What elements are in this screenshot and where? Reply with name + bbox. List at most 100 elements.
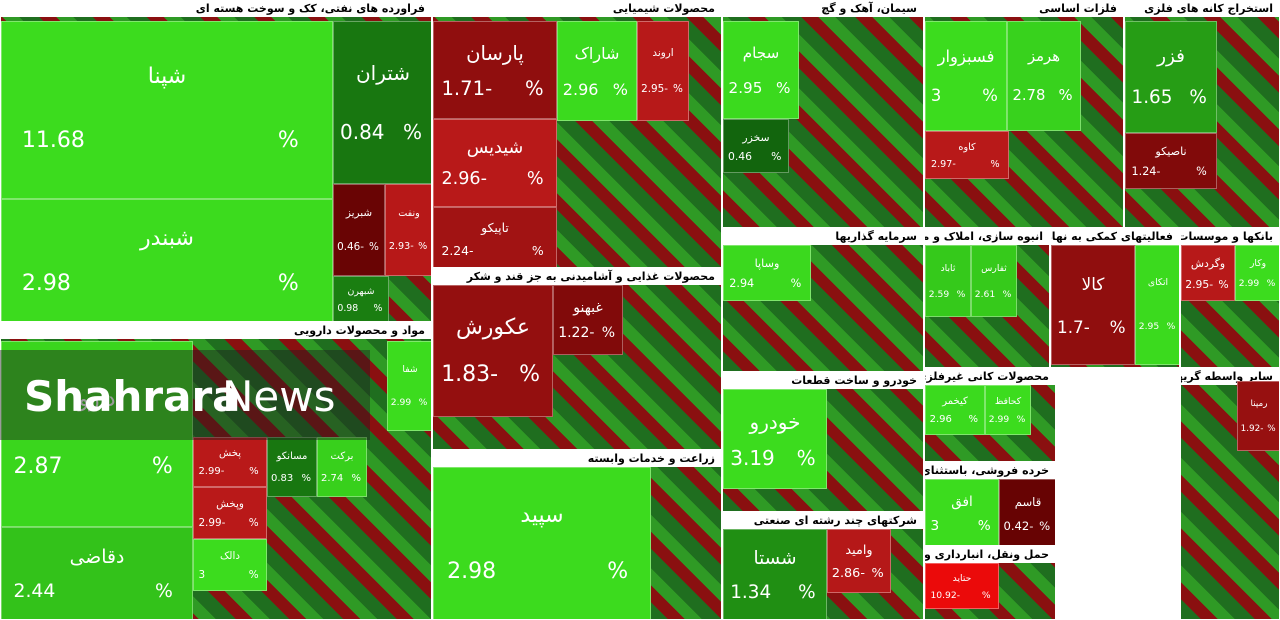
- sector-title: سرمایه گذاریها: [723, 229, 923, 245]
- tile-name: تاپیکو: [481, 220, 509, 236]
- tile-name: دقاضی: [69, 546, 125, 568]
- sector-title: استخراج کانه های فلزی: [1125, 1, 1279, 17]
- percent-sign: %: [1016, 414, 1026, 426]
- tile-value: 0.42-: [1003, 519, 1034, 534]
- tile-name: کیخمر: [942, 396, 968, 407]
- sector-title: محصولات کانی غیرفلزی: [925, 369, 1055, 385]
- percent-sign: %: [248, 517, 259, 530]
- tile-name: شاراک: [574, 44, 620, 63]
- tile: شتران 0.84%: [333, 21, 431, 184]
- percent-sign: %: [956, 288, 966, 300]
- percent-sign: %: [1002, 288, 1012, 300]
- percent-sign: %: [771, 150, 782, 164]
- sector: فلزات اساسی فسبزوار 3% هرمز 2.78% کاوه 2.97-%: [924, 0, 1124, 228]
- tile-name: شبریز: [345, 207, 373, 220]
- watermark: Shahrara News: [0, 350, 370, 440]
- tile-value: 3: [198, 569, 206, 582]
- sector-title: فلزات اساسی: [925, 1, 1123, 17]
- tile-name: وکار: [1249, 258, 1267, 270]
- tile-name: قاسم: [1014, 494, 1042, 509]
- tile: رمپنا 1.92-%: [1237, 381, 1279, 451]
- tile: وپخش 2.99-%: [193, 487, 267, 539]
- tile: حتاید 10.92-%: [925, 563, 999, 609]
- tile: قاسم 0.42-%: [999, 479, 1055, 545]
- tile-value: 2.93-: [388, 240, 414, 252]
- sector: خرده فروشی، باستثنای وسایل نقلیه موتوریا…: [924, 462, 1056, 546]
- tile-value: 1.22-: [558, 325, 595, 342]
- tile: غبهنو 1.22-%: [553, 285, 623, 355]
- tile-name: مسانکو: [276, 451, 308, 462]
- tile-value: 2.24-: [441, 242, 474, 258]
- sector: مواد و محصولات دارویی دارو 2.87% دقاضی 2.44%…: [0, 322, 432, 620]
- tile: فسبزوار 3%: [925, 21, 1007, 131]
- tile-value: 2.95-: [641, 82, 668, 95]
- percent-sign: %: [775, 79, 791, 98]
- tile-name: شفا: [402, 364, 418, 376]
- tile-name: دارو: [78, 386, 116, 412]
- tile-value: 1.71-: [441, 76, 493, 100]
- sector: فراورده های نفتی، کک و سوخت هسته ای شپنا 1…: [0, 0, 432, 322]
- sector-title: سیمان، آهک و گچ: [723, 1, 923, 17]
- tile-value: 1.92-: [1240, 423, 1264, 434]
- tile-value: 0.84: [340, 119, 385, 144]
- tile-name: ونفت: [398, 207, 420, 219]
- percent-sign: %: [524, 76, 544, 100]
- tile: افق 3%: [925, 479, 999, 545]
- tile-value: 0.46-: [337, 240, 364, 253]
- percent-sign: %: [1109, 316, 1126, 337]
- tile: سخزر 0.46%: [723, 119, 789, 173]
- tile-name: اتکای: [1147, 277, 1169, 289]
- tile-name: ثفارس: [981, 263, 1007, 274]
- percent-sign: %: [301, 472, 311, 484]
- percent-sign: %: [1039, 519, 1051, 534]
- tile-value: 2.96: [562, 80, 599, 99]
- tile-value: 0.98: [337, 303, 359, 315]
- tile-name: رمپنا: [1250, 398, 1268, 409]
- tile-name: سخزر: [742, 130, 770, 144]
- sector-title: خودرو و ساخت قطعات: [723, 373, 923, 389]
- percent-sign: %: [154, 580, 173, 602]
- percent-sign: %: [1189, 86, 1207, 108]
- tile-name: وگردش: [1190, 257, 1226, 271]
- tile-name: برکت: [330, 451, 354, 462]
- tile-name: شتران: [355, 60, 411, 85]
- percent-sign: %: [277, 270, 299, 296]
- tile-value: 0.46: [727, 150, 752, 164]
- percent-sign: %: [1196, 165, 1207, 179]
- sector: بانکها و موسسات اعتباری وگردش 2.95-% وکار 2.…: [1180, 228, 1280, 368]
- tile-name: کحافظ: [994, 396, 1022, 408]
- tile-name: شبهرن: [347, 286, 375, 298]
- tile-value: 2.99: [1238, 278, 1260, 290]
- tile-name: کاوه: [958, 141, 976, 153]
- tile: وامید 2.86-%: [827, 529, 891, 593]
- sector: استخراج کانه های فلزی فزر 1.65% ناصیکو 1.24-…: [1124, 0, 1280, 228]
- tile: شپنا 11.68%: [1, 21, 333, 199]
- sector-title: محصولات غذایی و آشامیدنی به جز قند و شکر: [433, 269, 721, 285]
- sector-title: انبوه سازی، املاک و مستغلات: [925, 229, 1049, 245]
- tile-name: ثاباد: [940, 263, 956, 274]
- tile-name: عکورش: [455, 314, 531, 340]
- percent-sign: %: [249, 466, 259, 477]
- tile-name: سپید: [520, 503, 564, 529]
- percent-sign: %: [1267, 423, 1276, 434]
- sector-title: خرده فروشی، باستثنای وسایل نقلیه موتوری: [925, 463, 1055, 479]
- tile-name: حتاید: [952, 573, 972, 585]
- tile: کحافظ 2.99%: [985, 385, 1031, 435]
- percent-sign: %: [368, 240, 379, 253]
- tile-value: 2.78: [1012, 87, 1046, 105]
- tile-value: 2.99: [988, 414, 1010, 426]
- percent-sign: %: [1166, 320, 1176, 332]
- percent-sign: %: [418, 240, 428, 252]
- tile-value: 2.59: [928, 288, 950, 300]
- tile: شستا 1.34%: [723, 529, 827, 619]
- tile-name: کالا: [1081, 273, 1105, 294]
- tile-value: 10.92-: [930, 589, 961, 601]
- percent-sign: %: [1218, 277, 1229, 291]
- tile: خودرو 3.19%: [723, 389, 827, 489]
- tile: تاپیکو 2.24-%: [433, 207, 557, 267]
- tile: عکورش 1.83-%: [433, 285, 553, 417]
- tile: کالا 1.7-%: [1051, 245, 1135, 365]
- percent-sign: %: [373, 303, 383, 315]
- tile: شبندر 2.98%: [1, 199, 333, 321]
